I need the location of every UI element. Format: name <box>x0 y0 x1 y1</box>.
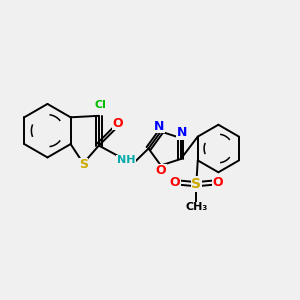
Text: Cl: Cl <box>94 100 106 110</box>
Text: S: S <box>191 177 201 191</box>
Text: O: O <box>169 176 180 189</box>
Text: O: O <box>213 176 223 189</box>
Text: S: S <box>79 158 88 171</box>
Text: N: N <box>177 126 188 139</box>
Text: O: O <box>155 164 166 177</box>
Text: O: O <box>112 117 123 130</box>
Text: CH₃: CH₃ <box>185 202 207 212</box>
Text: NH: NH <box>117 155 136 165</box>
Text: N: N <box>154 120 164 133</box>
